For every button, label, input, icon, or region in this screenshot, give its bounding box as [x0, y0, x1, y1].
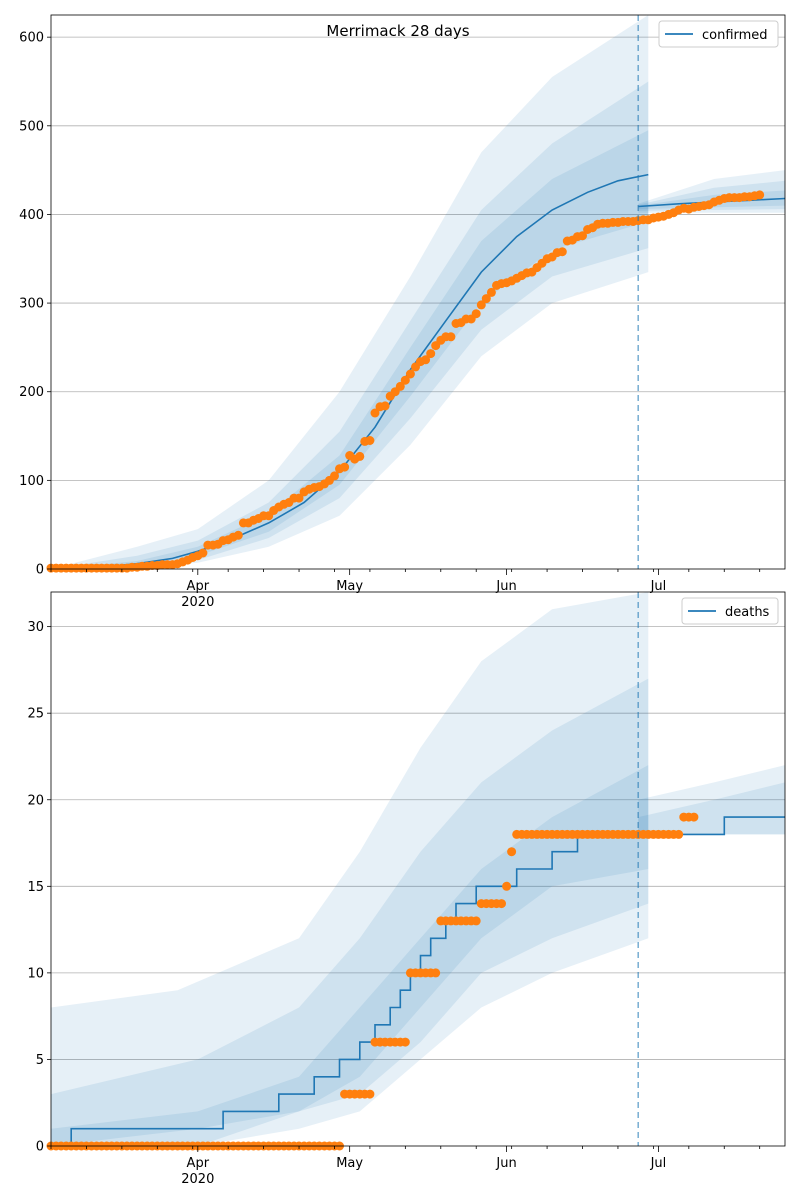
y-tick-label: 400 — [19, 208, 44, 223]
observed-point — [340, 462, 350, 472]
observed-point — [355, 451, 365, 461]
observed-point — [689, 812, 699, 822]
observed-point — [330, 471, 339, 481]
y-tick-label: 600 — [19, 31, 44, 46]
deaths-uncertainty-bands — [51, 592, 785, 1146]
observed-point — [400, 1037, 410, 1047]
x-tick-label: Jul — [650, 1156, 667, 1171]
uncertainty-band — [51, 765, 649, 1146]
uncertainty-band — [51, 15, 649, 569]
y-tick-label: 5 — [36, 1053, 44, 1068]
observed-point — [405, 369, 415, 379]
x-tick-label: May — [336, 1156, 363, 1171]
observed-point — [370, 408, 380, 418]
observed-point — [471, 916, 481, 926]
observed-point — [233, 530, 243, 540]
observed-point — [502, 881, 512, 891]
y-tick-label: 30 — [27, 620, 44, 635]
observed-point — [481, 294, 491, 304]
observed-point — [674, 829, 684, 839]
confirmed-observed-points — [46, 190, 765, 573]
observed-point — [476, 300, 486, 310]
x-tick-label: May — [336, 579, 363, 594]
legend-label-confirmed: confirmed — [702, 28, 768, 43]
deaths-y-axis: 0 5 10 15 20 25 30 — [27, 620, 51, 1155]
observed-point — [446, 332, 456, 342]
forecast-band — [638, 170, 785, 213]
y-tick-label: 0 — [36, 1140, 44, 1155]
deaths-legend: deaths — [681, 597, 779, 625]
observed-point — [380, 401, 390, 411]
uncertainty-band — [51, 81, 649, 569]
observed-point — [421, 355, 431, 365]
x-tick-label: Jun — [495, 1156, 516, 1171]
observed-point — [198, 548, 208, 558]
confirmed-legend: confirmed — [658, 20, 779, 48]
observed-point — [755, 190, 765, 200]
chart-title: Merrimack 28 days — [326, 22, 469, 40]
forecast-band — [638, 782, 785, 835]
observed-point — [294, 493, 304, 503]
observed-point — [497, 899, 506, 909]
x-tick-label: Apr — [187, 1156, 210, 1171]
y-tick-label: 300 — [19, 297, 44, 312]
confirmed-y-axis: 0 100 200 300 400 500 600 — [19, 31, 51, 578]
y-tick-label: 20 — [27, 793, 44, 808]
model-line — [50, 173, 649, 570]
observed-point — [365, 1089, 375, 1099]
uncertainty-band — [51, 130, 649, 569]
confirmed-axes-frame — [50, 14, 786, 570]
y-tick-label: 200 — [19, 385, 44, 400]
observed-point — [486, 287, 496, 297]
y-tick-label: 500 — [19, 119, 44, 134]
observed-point — [471, 309, 481, 319]
observed-point — [507, 847, 517, 857]
forecast-step-line — [638, 816, 785, 836]
legend-label-deaths: deaths — [725, 605, 770, 620]
y-tick-label: 100 — [19, 474, 44, 489]
x-tick-label: Jul — [650, 579, 667, 594]
y-tick-label: 0 — [36, 563, 44, 578]
observed-point — [426, 349, 436, 359]
y-tick-label: 15 — [27, 880, 44, 895]
observed-point — [395, 381, 405, 391]
uncertainty-band — [51, 592, 649, 1146]
deaths-axes-frame — [50, 591, 786, 1147]
observed-point — [400, 375, 410, 385]
observed-point — [578, 231, 587, 241]
y-tick-label: 10 — [27, 966, 44, 981]
observed-point — [365, 436, 375, 445]
x-tick-label: Apr — [187, 579, 210, 594]
x-tick-sublabel: 2020 — [181, 595, 214, 610]
x-tick-label: Jun — [495, 579, 516, 594]
y-tick-label: 25 — [27, 707, 44, 722]
observed-point — [431, 968, 441, 978]
legend-box — [681, 597, 779, 625]
x-tick-sublabel: 2020 — [181, 1172, 214, 1187]
observed-point — [557, 247, 567, 257]
legend-box — [658, 20, 779, 48]
uncertainty-band — [51, 678, 649, 1146]
